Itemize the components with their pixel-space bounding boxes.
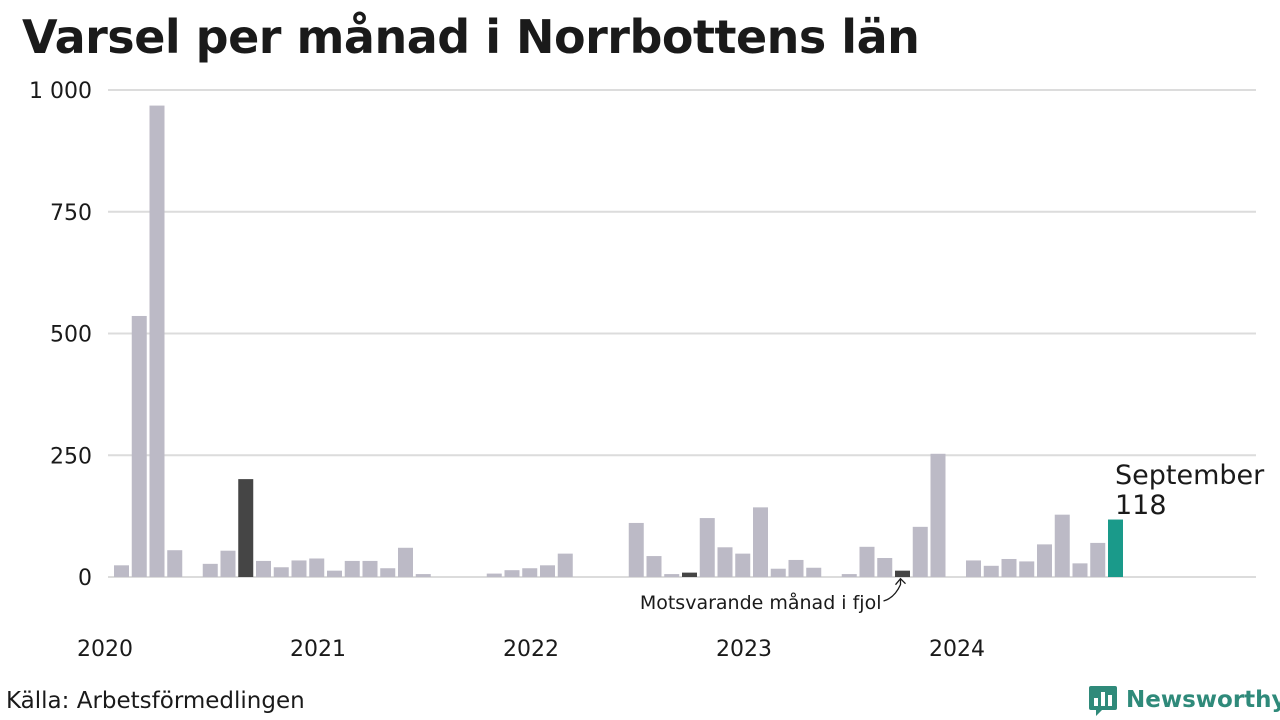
bar-2021-03 — [362, 560, 378, 577]
comparison-arrow — [883, 578, 902, 602]
bar-2024-09 — [1108, 519, 1123, 577]
comparison-arrowhead — [895, 577, 906, 586]
bar-2020-04 — [167, 550, 183, 577]
bar-2020-02 — [131, 315, 147, 577]
current-value-label: 118 — [1115, 490, 1167, 521]
bar-2024-04 — [1019, 561, 1035, 577]
bar-2022-01 — [540, 565, 555, 577]
bar-2024-03 — [1001, 558, 1017, 577]
comparison-label: Motsvarande månad i fjol — [640, 591, 882, 614]
bar-2024-07 — [1072, 563, 1088, 577]
bar-2023-01 — [753, 507, 768, 577]
bar-2024-08 — [1090, 542, 1106, 577]
y-tick-label: 1 000 — [29, 79, 92, 104]
chart-title: Varsel per månad i Norrbottens län — [22, 10, 920, 64]
bar-2022-11 — [717, 547, 733, 577]
bar-2021-04 — [380, 568, 396, 577]
bar-2022-06 — [628, 522, 644, 577]
x-axis: 2020 2021 2022 2023 2024 — [77, 637, 985, 662]
y-tick-label: 500 — [50, 323, 92, 348]
bar-2023-04 — [806, 567, 822, 577]
bar-2023-03 — [788, 559, 804, 577]
bar-2024-05 — [1037, 544, 1052, 577]
bar-2020-08 — [238, 479, 254, 577]
source-note: Källa: Arbetsförmedlingen — [6, 688, 305, 714]
bar-2020-11 — [291, 560, 307, 577]
y-axis: 0 250 500 750 1 000 — [29, 79, 92, 591]
bar-2020-06 — [202, 563, 218, 577]
bar-2023-11 — [930, 453, 946, 577]
gridlines — [108, 89, 1256, 578]
bar-2021-01 — [327, 570, 342, 577]
bar-2023-10 — [912, 526, 928, 577]
y-tick-label: 0 — [78, 566, 92, 591]
brand: Newsworthy — [1088, 683, 1280, 717]
bar-2020-09 — [256, 560, 271, 577]
bar-2022-08 — [664, 574, 680, 577]
bar-2024-01 — [966, 560, 981, 577]
x-tick-label: 2023 — [716, 637, 772, 662]
bar-2021-10 — [486, 573, 502, 577]
bar-2022-02 — [557, 553, 573, 577]
annotations: Motsvarande månad i fjol September 118 — [640, 460, 1265, 614]
bar-2022-12 — [735, 553, 751, 577]
bar-2021-11 — [504, 570, 520, 577]
bar-2024-06 — [1054, 514, 1070, 577]
bar-chart: 0 250 500 750 1 000 2020 2021 2022 2023 2024 Mot… — [29, 79, 1265, 662]
bar-2023-09 — [895, 570, 910, 577]
bar-2020-01 — [114, 565, 129, 577]
bar-2023-08 — [877, 558, 893, 577]
bar-2023-06 — [841, 574, 857, 577]
current-month-label: September — [1115, 460, 1265, 491]
x-tick-label: 2024 — [929, 637, 985, 662]
bar-2020-10 — [273, 567, 289, 577]
bar-2020-12 — [309, 558, 325, 577]
bar-2021-05 — [398, 547, 413, 577]
y-tick-label: 250 — [50, 444, 92, 469]
bar-2022-09 — [682, 572, 697, 577]
bar-2024-02 — [983, 565, 999, 577]
bar-2021-06 — [415, 574, 431, 577]
bar-2023-07 — [859, 546, 875, 577]
x-tick-label: 2021 — [290, 637, 346, 662]
bar-2022-07 — [646, 556, 662, 577]
bar-2021-12 — [522, 568, 538, 577]
x-tick-label: 2022 — [503, 637, 559, 662]
x-tick-label: 2020 — [77, 637, 133, 662]
bar-2023-02 — [770, 568, 786, 577]
newsworthy-logo-icon — [1089, 686, 1117, 716]
bar-2020-07 — [220, 550, 236, 577]
bars — [114, 105, 1123, 578]
y-tick-label: 750 — [50, 201, 92, 226]
bar-2021-02 — [344, 560, 360, 577]
brand-name: Newsworthy — [1126, 687, 1280, 713]
bar-2022-10 — [699, 518, 715, 577]
bar-2020-03 — [149, 105, 165, 578]
